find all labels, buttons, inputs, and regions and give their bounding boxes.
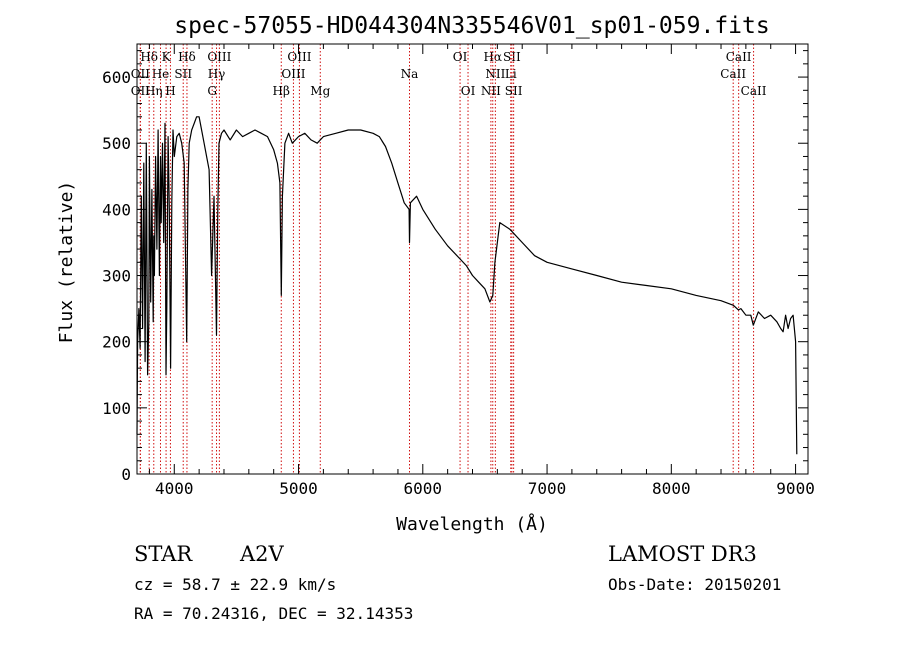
x-tick-label-0: 4000 xyxy=(155,479,194,498)
marker-label-4: OIII xyxy=(287,50,311,64)
marker-label-24: OI xyxy=(461,84,476,98)
x-tick-label-3: 7000 xyxy=(528,479,567,498)
marker-label-8: CaII xyxy=(726,50,752,64)
y-tick-label-2: 200 xyxy=(102,333,131,352)
marker-label-15: NII xyxy=(485,67,505,81)
plot-area xyxy=(136,43,809,475)
marker-label-5: OI xyxy=(453,50,468,64)
marker-label-2: Hδ xyxy=(178,50,196,64)
marker-label-13: OIII xyxy=(281,67,305,81)
y-axis-label: Flux (relative) xyxy=(56,181,77,344)
x-tick-label-4: 8000 xyxy=(652,479,691,498)
marker-label-19: Hη xyxy=(145,84,163,98)
spectrum-line xyxy=(136,116,798,455)
marker-label-6: Hα xyxy=(483,50,502,64)
marker-label-11: SII xyxy=(174,67,192,81)
y-tick-label-0: 0 xyxy=(121,465,131,484)
y-tick-label-1: 100 xyxy=(102,399,131,418)
marker-label-0: Hδ xyxy=(140,50,158,64)
marker-label-1: K xyxy=(162,50,172,64)
x-tick-label-2: 6000 xyxy=(404,479,443,498)
y-tick-label-5: 500 xyxy=(102,134,131,153)
x-axis-label: Wavelength (Å) xyxy=(396,513,548,535)
object-class: STAR xyxy=(134,542,193,566)
y-tick-label-6: 600 xyxy=(102,68,131,87)
coordinates-text: RA = 70.24316, DEC = 32.14353 xyxy=(134,604,413,623)
plot-frame xyxy=(136,43,809,475)
obs-date-text: Obs-Date: 20150201 xyxy=(608,575,781,594)
marker-label-10: He xyxy=(152,67,170,81)
marker-label-17: CaII xyxy=(720,67,746,81)
axis-ticks: 4000 5000 6000 7000 8000 9000 0 100 200 300 400 500… xyxy=(102,44,815,498)
marker-label-20: H xyxy=(165,84,175,98)
marker-label-12: Hγ xyxy=(208,67,226,81)
y-tick-label-3: 300 xyxy=(102,267,131,286)
marker-label-16: Li xyxy=(505,67,517,81)
x-tick-label-5: 9000 xyxy=(776,479,815,498)
marker-label-25: NII xyxy=(481,84,501,98)
marker-label-18: OII xyxy=(131,84,151,98)
marker-label-27: CaII xyxy=(741,84,767,98)
redshift-text: cz = 58.7 ± 22.9 km/s xyxy=(134,575,336,594)
x-tick-label-1: 5000 xyxy=(279,479,318,498)
marker-label-21: G xyxy=(207,84,217,98)
chart-title: spec-57055-HD044304N335546V01_sp01-059.f… xyxy=(174,13,769,39)
object-subclass: A2V xyxy=(239,542,285,566)
y-tick-label-4: 400 xyxy=(102,200,131,219)
marker-label-7: SII xyxy=(503,50,521,64)
marker-label-23: Mg xyxy=(310,84,330,98)
survey-name: LAMOST DR3 xyxy=(608,542,757,566)
marker-label-3: OIII xyxy=(207,50,231,64)
marker-label-14: Na xyxy=(401,67,419,81)
marker-label-22: Hβ xyxy=(273,84,290,98)
marker-label-26: SII xyxy=(505,84,523,98)
